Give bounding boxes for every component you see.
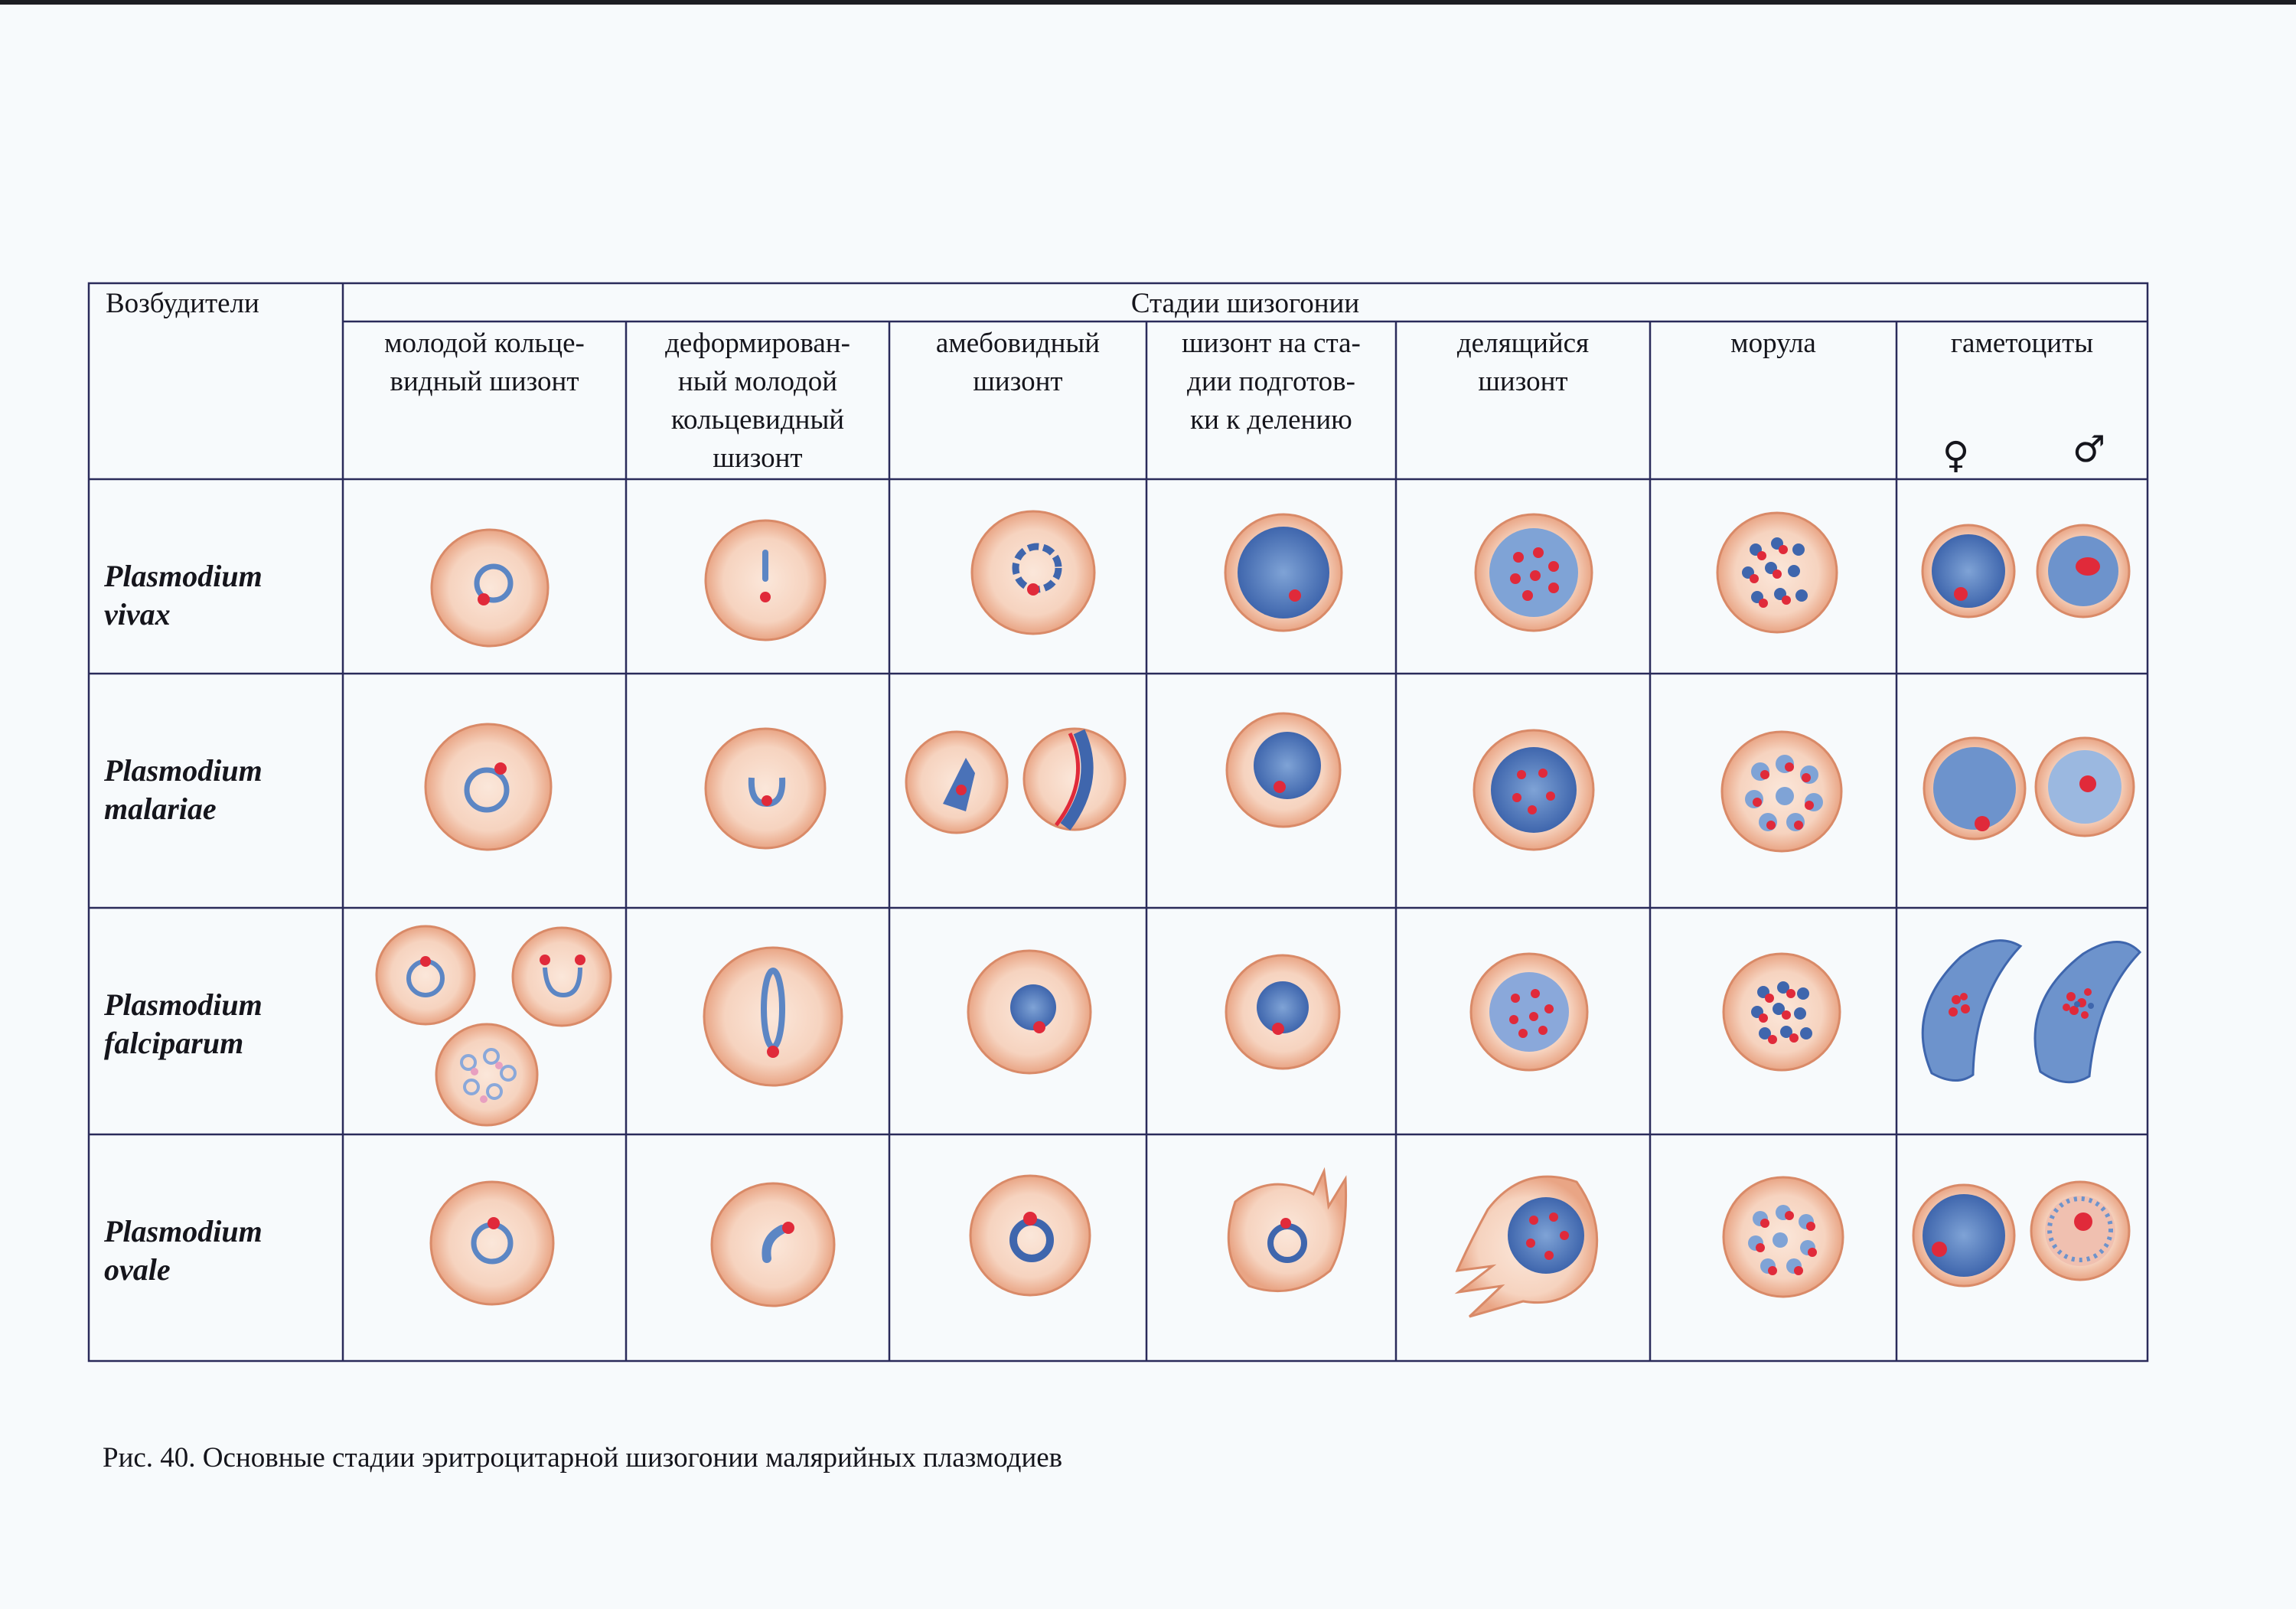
malariae-amoeboid-cell-1	[905, 730, 1009, 834]
species-label-vivax: Plasmodium vivax	[104, 559, 263, 632]
vivax-dividing-cell	[1474, 513, 1593, 632]
malariae-young-ring-cell	[424, 723, 553, 851]
falciparum-deformed-ring-cell	[703, 946, 843, 1087]
stage-header-pre-division: шизонт на ста- дии подготов- ки к делени…	[1182, 328, 1361, 436]
ovale-young-ring-cell	[429, 1180, 555, 1306]
falciparum-dividing-cell	[1469, 952, 1589, 1072]
vivax-morula-cell	[1716, 511, 1838, 634]
ovale-dividing-cell	[1454, 1175, 1599, 1318]
species-label-falciparum: Plasmodium falciparum	[104, 987, 263, 1060]
vivax-male-gametocyte-cell	[2036, 524, 2131, 618]
falciparum-multi-ring-cell	[435, 1023, 539, 1127]
stage-header-deformed-ring: деформирован- ный молодой кольцевидный ш…	[665, 328, 850, 474]
falciparum-female-gametocyte-crescent	[1921, 939, 2023, 1082]
ovale-female-gametocyte-cell	[1912, 1183, 2016, 1288]
malariae-male-gametocyte-cell	[2034, 736, 2135, 837]
malariae-morula-cell	[1720, 730, 1843, 853]
stage-header-amoeboid: амебовидный шизонт	[935, 328, 1101, 397]
malariae-dividing-cell	[1473, 729, 1595, 851]
vivax-deformed-ring-cell	[704, 519, 827, 641]
vivax-female-gametocyte-cell	[1921, 524, 2016, 618]
falciparum-pre-division-cell	[1225, 954, 1341, 1070]
stage-header-young-ring: молодой кольце- видный шизонт	[384, 328, 585, 397]
ovale-morula-cell	[1722, 1176, 1844, 1298]
vivax-pre-division-cell	[1224, 513, 1343, 632]
ovale-pre-division-cell	[1227, 1167, 1348, 1293]
falciparum-amoeboid-cell	[967, 949, 1092, 1075]
malariae-female-gametocyte-cell	[1923, 736, 2027, 840]
malariae-amoeboid-band-cell	[1022, 727, 1127, 831]
falciparum-male-gametocyte-crescent	[2033, 941, 2142, 1084]
schizogony-stages-header: Стадии шизогонии	[1130, 288, 1360, 319]
ovale-male-gametocyte-cell	[2030, 1180, 2131, 1281]
female-symbol-icon: ♀	[1942, 434, 1970, 477]
stage-header-morula: морула	[1730, 328, 1816, 359]
male-symbol-icon: ♂	[2073, 428, 2106, 471]
ovale-amoeboid-cell	[969, 1174, 1091, 1297]
falciparum-young-ring-cell-1	[375, 925, 476, 1026]
species-label-malariae: Plasmodium malariae	[104, 753, 263, 826]
stage-header-dividing: делящийся шизонт	[1456, 328, 1590, 397]
malariae-deformed-ring-cell	[704, 727, 827, 850]
vivax-amoeboid-cell	[970, 510, 1096, 635]
malariae-pre-division-cell	[1225, 712, 1342, 828]
falciparum-young-ring-cell-2	[511, 926, 612, 1027]
species-label-ovale: Plasmodium ovale	[104, 1214, 263, 1287]
pathogens-header: Возбудители	[106, 288, 259, 319]
figure-caption: Рис. 40. Основные стадии эритроцитарной …	[103, 1442, 1063, 1474]
vivax-young-ring-cell	[430, 528, 550, 648]
stage-header-gametocytes: гаметоциты	[1950, 328, 2094, 359]
scan-top-edge	[0, 0, 2296, 5]
ovale-deformed-ring-cell	[710, 1182, 836, 1307]
falciparum-morula-cell	[1722, 952, 1841, 1072]
